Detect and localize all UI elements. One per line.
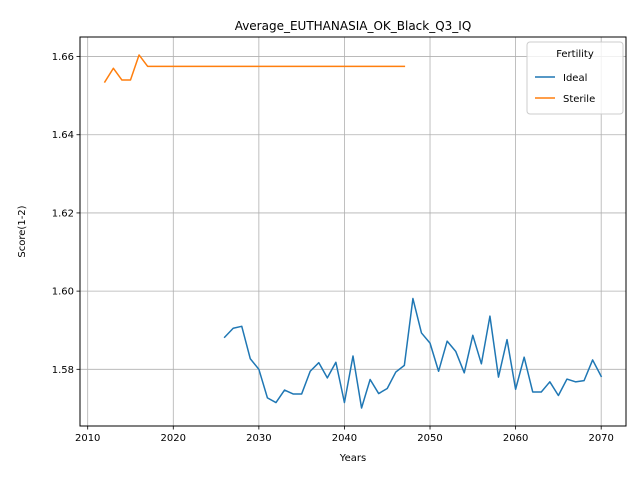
legend-title: Fertility (556, 49, 594, 60)
legend-box (526, 41, 624, 115)
x-axis-label: Years (339, 453, 366, 464)
y-tick-label: 1.62 (52, 208, 74, 219)
chart-title: Average_EUTHANASIA_OK_Black_Q3_IQ (235, 19, 472, 33)
series-line-sterile (103, 54, 406, 83)
y-tick-label: 1.60 (52, 287, 74, 298)
axis-ticks: 2010 2020 2030 2040 2050 2060 2070 1.58 1.60 1.62… (52, 52, 614, 444)
y-tick-label: 1.64 (52, 130, 74, 141)
legend: Fertility Ideal Sterile (526, 41, 624, 115)
series-line-ideal (223, 297, 603, 409)
x-tick-label: 2070 (588, 433, 613, 444)
legend-items: Ideal Sterile (535, 73, 595, 105)
x-tick-label: 2060 (503, 433, 528, 444)
x-tick-label: 2030 (246, 433, 271, 444)
legend-label-ideal: Ideal (563, 73, 587, 84)
legend-label-sterile: Sterile (563, 94, 595, 105)
series-layer (103, 54, 603, 409)
plot-area-frame (79, 36, 627, 427)
x-tick-label: 2040 (332, 433, 357, 444)
y-tick-label: 1.66 (52, 52, 74, 63)
x-tick-label: 2010 (75, 433, 100, 444)
y-tick-label: 1.58 (52, 365, 74, 376)
x-tick-label: 2020 (161, 433, 186, 444)
grid-lines (80, 37, 626, 426)
y-axis-label: Score(1-2) (17, 205, 28, 257)
x-tick-label: 2050 (417, 433, 442, 444)
